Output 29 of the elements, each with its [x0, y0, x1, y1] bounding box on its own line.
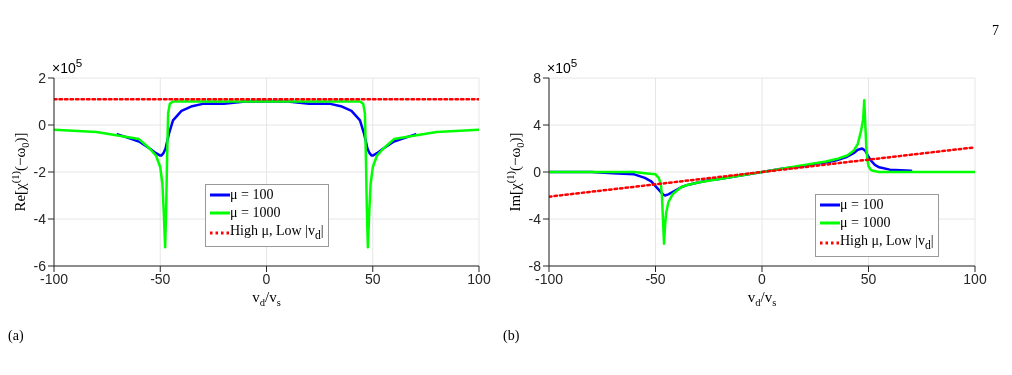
- text: (b): [503, 328, 520, 344]
- x-tick-label: -50: [645, 270, 666, 287]
- y-tick-label: 8: [533, 69, 542, 86]
- y-tick-label: 0: [38, 116, 47, 133]
- y-tick-label: 2: [38, 69, 47, 86]
- legend-label: High μ, Low |v$_{d}$|: [840, 232, 934, 254]
- y-tick-label: 0: [533, 163, 542, 180]
- text: ×10$^{5}$: [547, 56, 578, 76]
- x-tick-label: 50: [364, 270, 381, 287]
- y-tick-label: -4: [528, 210, 542, 227]
- text: 7: [992, 23, 999, 39]
- y-tick-label: 4: [533, 116, 542, 133]
- x-tick-label: 50: [860, 270, 877, 287]
- legend-label: μ = 1000: [840, 214, 891, 232]
- x-axis-title: v$_{d}$/v$_{s}$: [252, 289, 281, 308]
- legend-label: High μ, Low |v$_{d}$|: [230, 222, 324, 244]
- x-tick-label: 0: [758, 270, 767, 287]
- text: (a): [8, 328, 24, 344]
- x-tick-label: 100: [467, 270, 491, 287]
- legend-label: μ = 100: [840, 196, 884, 214]
- x-tick-label: 100: [963, 270, 987, 287]
- y-tick-label: -2: [33, 163, 47, 180]
- x-tick-label: -50: [150, 270, 171, 287]
- x-tick-label: 0: [262, 270, 271, 287]
- y-tick-label: -4: [33, 210, 47, 227]
- legend-label: μ = 100: [230, 186, 274, 204]
- text: ×10$^{5}$: [52, 56, 83, 76]
- x-axis-title: v$_{d}$/v$_{s}$: [747, 289, 777, 308]
- legend-label: μ = 1000: [230, 204, 281, 222]
